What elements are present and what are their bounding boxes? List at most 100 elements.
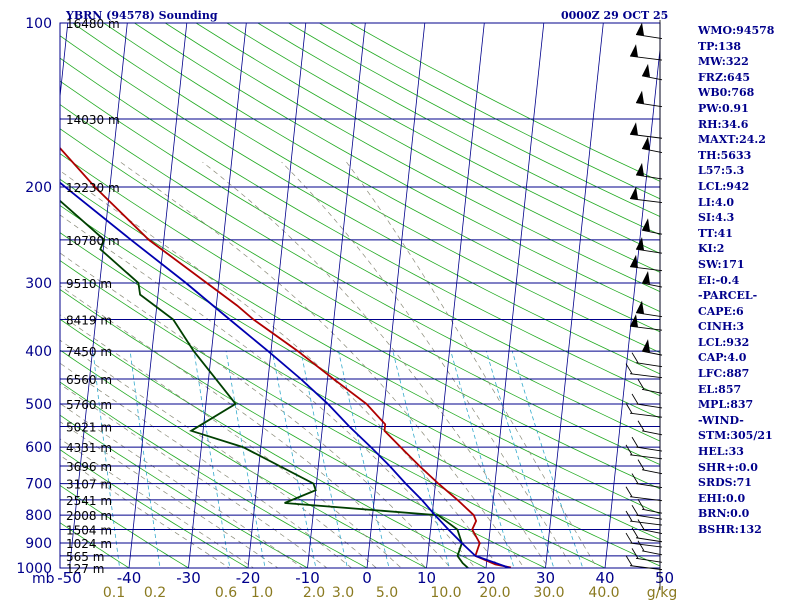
mixing-ratio-label: 5.0 — [376, 585, 398, 600]
wind-barb-feather — [631, 504, 639, 516]
wind-barb-feather — [625, 486, 633, 497]
dry-adiabat — [72, 23, 660, 354]
isotherm — [128, 23, 188, 568]
plot-frame — [59, 22, 661, 569]
wind-barb-feather — [637, 379, 645, 390]
index-line: EI:-0.4 — [698, 273, 740, 287]
dry-adiabat — [60, 449, 249, 568]
moist-adiabat — [60, 383, 328, 568]
wind-barb-staff — [629, 266, 663, 272]
moist-adiabat — [202, 161, 550, 568]
moist-adiabat — [60, 362, 353, 568]
mixing-ratio-label: g/kg — [647, 585, 678, 600]
temperature-tick-label: 10 — [417, 569, 436, 587]
wind-barb-staff — [641, 229, 663, 235]
temperature-tick-label: -10 — [295, 569, 320, 587]
pressure-tick-label: 200 — [25, 180, 52, 196]
wind-barb-staff — [629, 325, 663, 331]
wind-barb-feather — [637, 540, 645, 552]
wind-barb-staff — [641, 508, 663, 514]
wind-barb-feather — [625, 555, 633, 566]
wind-barb-staff — [629, 565, 663, 571]
index-line: HEL:33 — [698, 445, 744, 459]
moist-adiabat — [60, 314, 402, 568]
wind-barb-feather — [637, 459, 645, 470]
wind-barb-staff — [641, 282, 663, 288]
index-line: MW:322 — [698, 55, 749, 69]
wind-barb-pennant — [630, 122, 638, 136]
mixing-ratio-line — [225, 351, 266, 568]
wind-barb-staff — [629, 496, 663, 502]
station-title: YBRN (94578) Sounding — [66, 9, 218, 22]
mixing-ratio-line — [450, 351, 515, 568]
wind-barb-feather — [631, 473, 639, 484]
moist-adiabat — [60, 170, 501, 568]
index-line: SW:171 — [698, 257, 745, 271]
mixing-ratio-label: 2.0 — [303, 585, 325, 600]
wind-barb-pennant — [630, 186, 638, 200]
height-label: 3696 m — [66, 460, 112, 474]
wind-barb-staff — [629, 55, 663, 61]
height-label: 127 m — [66, 562, 104, 576]
wind-barb-pennant — [636, 162, 644, 176]
wind-barb-staff — [641, 550, 663, 556]
index-line: L57:5.3 — [698, 164, 745, 178]
wind-barb-staff — [629, 520, 663, 526]
moist-adiabat — [60, 285, 427, 568]
wind-barb-feather — [637, 420, 645, 431]
index-line: SRDS:71 — [698, 476, 752, 490]
height-label: 1024 m — [66, 537, 112, 551]
pressure-tick-label: 600 — [25, 440, 52, 456]
wind-barb-staff — [635, 312, 663, 318]
height-label: 8419 m — [66, 314, 112, 328]
height-label: 12230 m — [66, 181, 120, 195]
height-label: 2541 m — [66, 494, 112, 508]
pressure-tick-label: 900 — [25, 536, 52, 552]
mixing-ratio-line — [392, 351, 450, 568]
parcel-trace — [60, 181, 511, 568]
index-line: -WIND- — [698, 413, 744, 427]
mixing-ratio-line — [129, 351, 161, 568]
wind-barb-feather — [631, 393, 639, 405]
wind-barb-feather — [625, 510, 633, 522]
wind-barb-pennant — [636, 90, 644, 104]
isotherm — [69, 23, 128, 568]
dry-adiabat — [60, 57, 660, 397]
wind-barb-staff — [629, 542, 663, 548]
index-line: MAXT:24.2 — [698, 133, 766, 147]
mixing-ratio-line — [486, 350, 555, 568]
isotherm — [247, 23, 307, 568]
index-line: SHR+:0.0 — [698, 460, 758, 474]
dry-adiabat — [60, 80, 660, 419]
pressure-tick-label: 400 — [25, 344, 52, 360]
index-line: LFC:887 — [698, 367, 750, 381]
isotherm — [0, 11, 10, 580]
height-label: 7450 m — [66, 345, 112, 359]
height-label: 565 m — [66, 550, 104, 564]
index-line: STM:305/21 — [698, 429, 773, 443]
isotherm — [188, 23, 247, 568]
index-line: LCL:942 — [698, 179, 750, 193]
index-line: WMO:94578 — [698, 24, 775, 37]
mixing-ratio-label: 10.0 — [430, 585, 461, 600]
wind-barb-staff — [629, 373, 663, 379]
dry-adiabat — [226, 23, 660, 254]
wind-barb-feather — [631, 527, 639, 538]
isotherm — [545, 23, 604, 568]
index-line: KI:2 — [698, 242, 725, 256]
isotherm — [366, 23, 426, 568]
pressure-tick-label: 700 — [25, 477, 52, 493]
wind-barb-pennant — [642, 136, 650, 150]
moist-adiabat — [60, 421, 279, 568]
dry-adiabat — [60, 104, 660, 442]
mixing-ratio-label: 20.0 — [479, 585, 510, 600]
wind-barb-pennant — [642, 218, 650, 232]
index-line: FRZ:645 — [698, 70, 751, 84]
isotherm — [426, 23, 485, 568]
wind-barbs — [625, 20, 663, 590]
mixing-ratio-label: 0.2 — [144, 585, 166, 600]
dry-adiabat — [195, 23, 660, 273]
temperature-tick-label: -50 — [57, 569, 82, 587]
dry-adiabat — [165, 23, 660, 293]
dewpoint-trace — [60, 199, 469, 568]
